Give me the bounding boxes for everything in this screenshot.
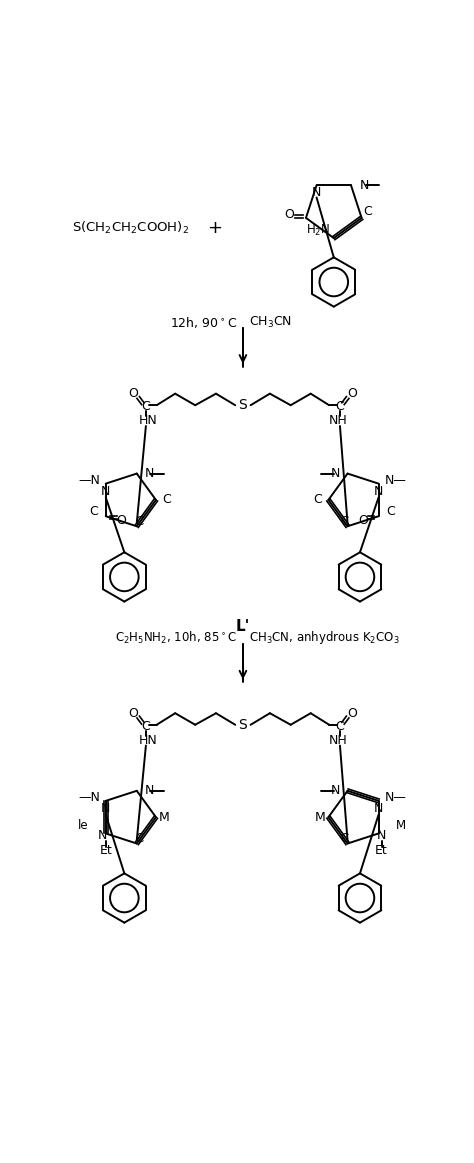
Text: —N: —N: [78, 475, 100, 487]
Text: L': L': [236, 619, 250, 634]
Text: N: N: [101, 485, 110, 498]
Text: S: S: [238, 718, 247, 732]
Text: N: N: [330, 784, 340, 798]
Text: N: N: [312, 186, 321, 199]
Text: le: le: [78, 819, 89, 833]
Text: N: N: [330, 468, 340, 480]
Text: O: O: [284, 207, 294, 221]
Text: HN: HN: [139, 734, 157, 747]
Text: N: N: [360, 179, 370, 192]
Text: S: S: [238, 398, 247, 412]
Text: C: C: [162, 493, 171, 506]
Text: C: C: [336, 400, 344, 413]
Text: N: N: [374, 802, 383, 815]
Text: CH$_3$CN: CH$_3$CN: [249, 314, 292, 329]
Text: C: C: [136, 833, 144, 846]
Text: C: C: [89, 505, 98, 518]
Text: O: O: [347, 707, 357, 720]
Text: —N: —N: [78, 791, 100, 805]
Text: H$_2$N: H$_2$N: [306, 223, 330, 238]
Text: C: C: [364, 205, 372, 219]
Text: Et: Et: [100, 844, 112, 857]
Text: M: M: [159, 811, 170, 823]
Text: C: C: [313, 493, 322, 506]
Text: C: C: [340, 833, 348, 846]
Text: N: N: [101, 802, 110, 815]
Text: O: O: [128, 387, 138, 400]
Text: 12h, 90$^\circ$C: 12h, 90$^\circ$C: [170, 314, 237, 329]
Text: C: C: [340, 515, 348, 528]
Text: C$_2$H$_5$NH$_2$, 10h, 85$^\circ$C: C$_2$H$_5$NH$_2$, 10h, 85$^\circ$C: [115, 629, 237, 645]
Text: CH$_3$CN, anhydrous K$_2$CO$_3$: CH$_3$CN, anhydrous K$_2$CO$_3$: [249, 629, 400, 647]
Text: N—: N—: [384, 791, 406, 805]
Text: M: M: [315, 811, 325, 823]
Text: N: N: [98, 829, 108, 842]
Text: NH: NH: [328, 414, 347, 427]
Text: C: C: [386, 505, 395, 518]
Text: HN: HN: [139, 414, 157, 427]
Text: N: N: [145, 784, 154, 798]
Text: C: C: [142, 720, 150, 733]
Text: O: O: [347, 387, 357, 400]
Text: S(CH$_2$CH$_2$COOH)$_2$: S(CH$_2$CH$_2$COOH)$_2$: [72, 220, 189, 236]
Text: C: C: [142, 400, 150, 413]
Text: O: O: [128, 707, 138, 720]
Text: O: O: [358, 514, 368, 527]
Text: NH: NH: [328, 734, 347, 747]
Text: C: C: [136, 515, 144, 528]
Text: O: O: [116, 514, 126, 527]
Text: N—: N—: [384, 475, 406, 487]
Text: Et: Et: [375, 844, 388, 857]
Text: N: N: [145, 468, 154, 480]
Text: N: N: [377, 829, 386, 842]
Text: M: M: [395, 819, 406, 833]
Text: N: N: [374, 485, 383, 498]
Text: C: C: [336, 720, 344, 733]
Text: +: +: [207, 219, 222, 237]
